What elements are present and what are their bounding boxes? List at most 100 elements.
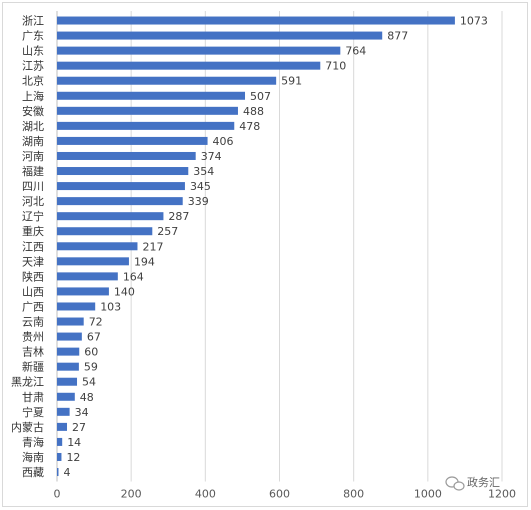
value-label: 339: [188, 195, 209, 208]
category-label: 广东: [22, 30, 44, 43]
value-label: 257: [157, 225, 178, 238]
bar: [57, 197, 183, 206]
category-label: 重庆: [22, 224, 44, 238]
category-label: 山西: [22, 285, 44, 298]
bar: [57, 61, 321, 70]
bar: [57, 227, 153, 236]
category-label: 黑龙江: [11, 376, 44, 389]
value-label: 34: [75, 406, 89, 419]
category-label: 湖南: [22, 135, 44, 148]
category-label: 内蒙古: [11, 420, 44, 434]
bar: [57, 437, 63, 446]
value-label: 59: [84, 361, 98, 374]
bar: [57, 347, 80, 356]
bar: [57, 242, 138, 251]
x-tick-label: 1200: [488, 488, 516, 501]
bar: [57, 468, 59, 477]
value-label: 764: [345, 45, 366, 58]
bar: [57, 212, 164, 221]
value-label: 877: [387, 30, 408, 43]
bar: [57, 272, 118, 281]
value-label: 591: [281, 75, 302, 88]
category-label: 江西: [22, 240, 44, 253]
value-label: 194: [134, 255, 155, 268]
grid-lines: [56, 11, 503, 482]
category-label: 浙江: [22, 15, 44, 28]
bar: [57, 76, 277, 85]
value-label: 287: [168, 210, 189, 223]
category-label: 安徽: [22, 104, 44, 118]
x-tick-label: 800: [343, 488, 364, 501]
bar: [57, 151, 196, 160]
category-label: 吉林: [22, 345, 44, 359]
category-label: 河南: [22, 150, 44, 163]
category-label: 西藏: [22, 466, 44, 479]
category-label: 江苏: [22, 60, 44, 73]
value-label: 710: [325, 60, 346, 73]
bar: [57, 91, 246, 100]
category-label: 湖北: [22, 120, 44, 133]
value-label: 478: [239, 120, 260, 133]
category-label: 陕西: [22, 269, 44, 283]
value-label: 27: [72, 421, 86, 434]
value-label: 406: [213, 135, 234, 148]
value-label: 164: [123, 270, 144, 283]
bars: [57, 16, 455, 477]
bar: [57, 31, 383, 40]
category-label: 海南: [22, 450, 44, 464]
value-label: 354: [193, 165, 214, 178]
watermark-text: 政务汇: [467, 475, 500, 489]
category-label: 宁夏: [22, 405, 44, 419]
bar: [57, 422, 68, 431]
category-label: 广西: [22, 300, 44, 313]
x-tick-label: 600: [269, 488, 290, 501]
value-label: 12: [66, 451, 80, 464]
bar: [57, 167, 189, 176]
value-label: 67: [87, 331, 101, 344]
bar: [57, 392, 75, 401]
category-label: 四川: [22, 180, 44, 193]
x-tick-label: 400: [195, 488, 216, 501]
value-label: 345: [190, 180, 211, 193]
bar: [57, 16, 455, 25]
category-label: 福建: [22, 164, 44, 178]
bar: [57, 377, 78, 386]
bar: [57, 302, 96, 311]
value-label: 72: [89, 316, 103, 329]
x-tick-label: 200: [121, 488, 142, 501]
x-tick-label: 1000: [414, 488, 442, 501]
category-label: 辽宁: [22, 209, 44, 223]
value-label: 507: [250, 90, 271, 103]
value-label: 54: [82, 376, 96, 389]
category-label: 北京: [22, 74, 44, 88]
bar: [57, 106, 238, 115]
x-tick-label: 0: [54, 488, 61, 501]
value-label: 60: [84, 346, 98, 359]
category-label: 天津: [22, 255, 44, 268]
value-label: 14: [67, 436, 81, 449]
bar: [57, 287, 109, 296]
bar: [57, 46, 341, 55]
bar: [57, 182, 185, 191]
category-label: 甘肃: [22, 391, 44, 404]
bar: [57, 407, 70, 416]
bar: [57, 452, 62, 461]
value-label: 103: [100, 300, 121, 313]
category-label: 云南: [22, 316, 44, 329]
bar: [57, 257, 129, 266]
bar: [57, 317, 84, 326]
value-label: 217: [142, 240, 163, 253]
value-label: 140: [114, 285, 135, 298]
bar: [57, 136, 208, 145]
category-label: 上海: [22, 89, 44, 103]
category-label: 河北: [22, 195, 44, 208]
watermark: 政务汇: [445, 475, 500, 491]
bar: [57, 121, 235, 130]
x-axis-ticks: 0 200 400 600 800 1000 1200: [54, 488, 517, 501]
value-label: 488: [243, 105, 264, 118]
value-label: 1073: [460, 15, 488, 28]
category-label: 山东: [22, 45, 44, 58]
bar: [57, 332, 82, 341]
